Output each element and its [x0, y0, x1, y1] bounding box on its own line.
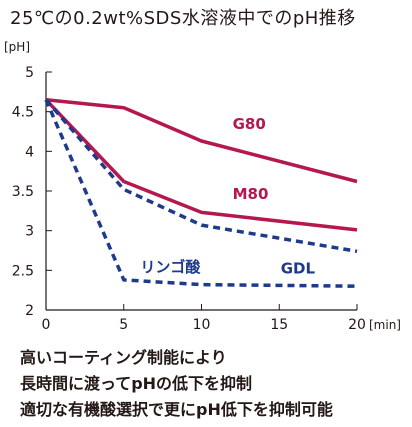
note-line-1: 高いコーティング制能により	[20, 348, 227, 367]
series-label: M80	[233, 185, 269, 203]
note-line-2: 長時間に渡ってpHの低下を抑制	[20, 374, 253, 393]
series-label: G80	[233, 115, 266, 133]
chart-series-labels: G80 M80 GDL リンゴ酸	[140, 115, 315, 277]
chart-title: 25℃の0.2wt%SDS水溶液中でのpH推移	[10, 8, 356, 29]
series-label: リンゴ酸	[140, 258, 201, 276]
y-tick-label: 3	[25, 224, 34, 240]
ph-line-chart: 2 2.5 3 3.5 4 4.5 5 0 5 10 15 20 [pH] [min] G80 M80 GDL…	[4, 40, 401, 333]
series-line-1	[44, 98, 358, 232]
series-line-2	[44, 98, 358, 254]
series-line-0	[45, 98, 358, 184]
x-tick-label: 5	[119, 317, 128, 333]
y-tick-label: 4	[25, 144, 34, 160]
x-tick-label: 0	[42, 317, 51, 333]
notes-block: 高いコーティング制能により 長時間に渡ってpHの低下を抑制 適切な有機酸選択で更…	[20, 345, 410, 423]
x-tick-label: 10	[193, 317, 211, 333]
y-tick-label: 2	[25, 303, 34, 319]
y-tick-label: 2.5	[12, 263, 34, 279]
y-axis-label: [pH]	[4, 40, 30, 54]
series-line-3	[44, 99, 358, 288]
series-label: GDL	[281, 260, 316, 278]
chart-series	[44, 98, 358, 288]
y-tick-label: 5	[25, 65, 34, 81]
x-axis-label: [min]	[369, 318, 401, 332]
y-tick-label: 3.5	[12, 184, 34, 200]
note-line-3: 適切な有機酸選択で更にpH低下を抑制可能	[20, 400, 333, 419]
chart-axes: 2 2.5 3 3.5 4 4.5 5 0 5 10 15 20 [pH] [min]	[4, 40, 401, 333]
x-tick-label: 20	[348, 317, 366, 333]
x-tick-label: 15	[270, 317, 288, 333]
y-tick-label: 4.5	[12, 105, 34, 121]
